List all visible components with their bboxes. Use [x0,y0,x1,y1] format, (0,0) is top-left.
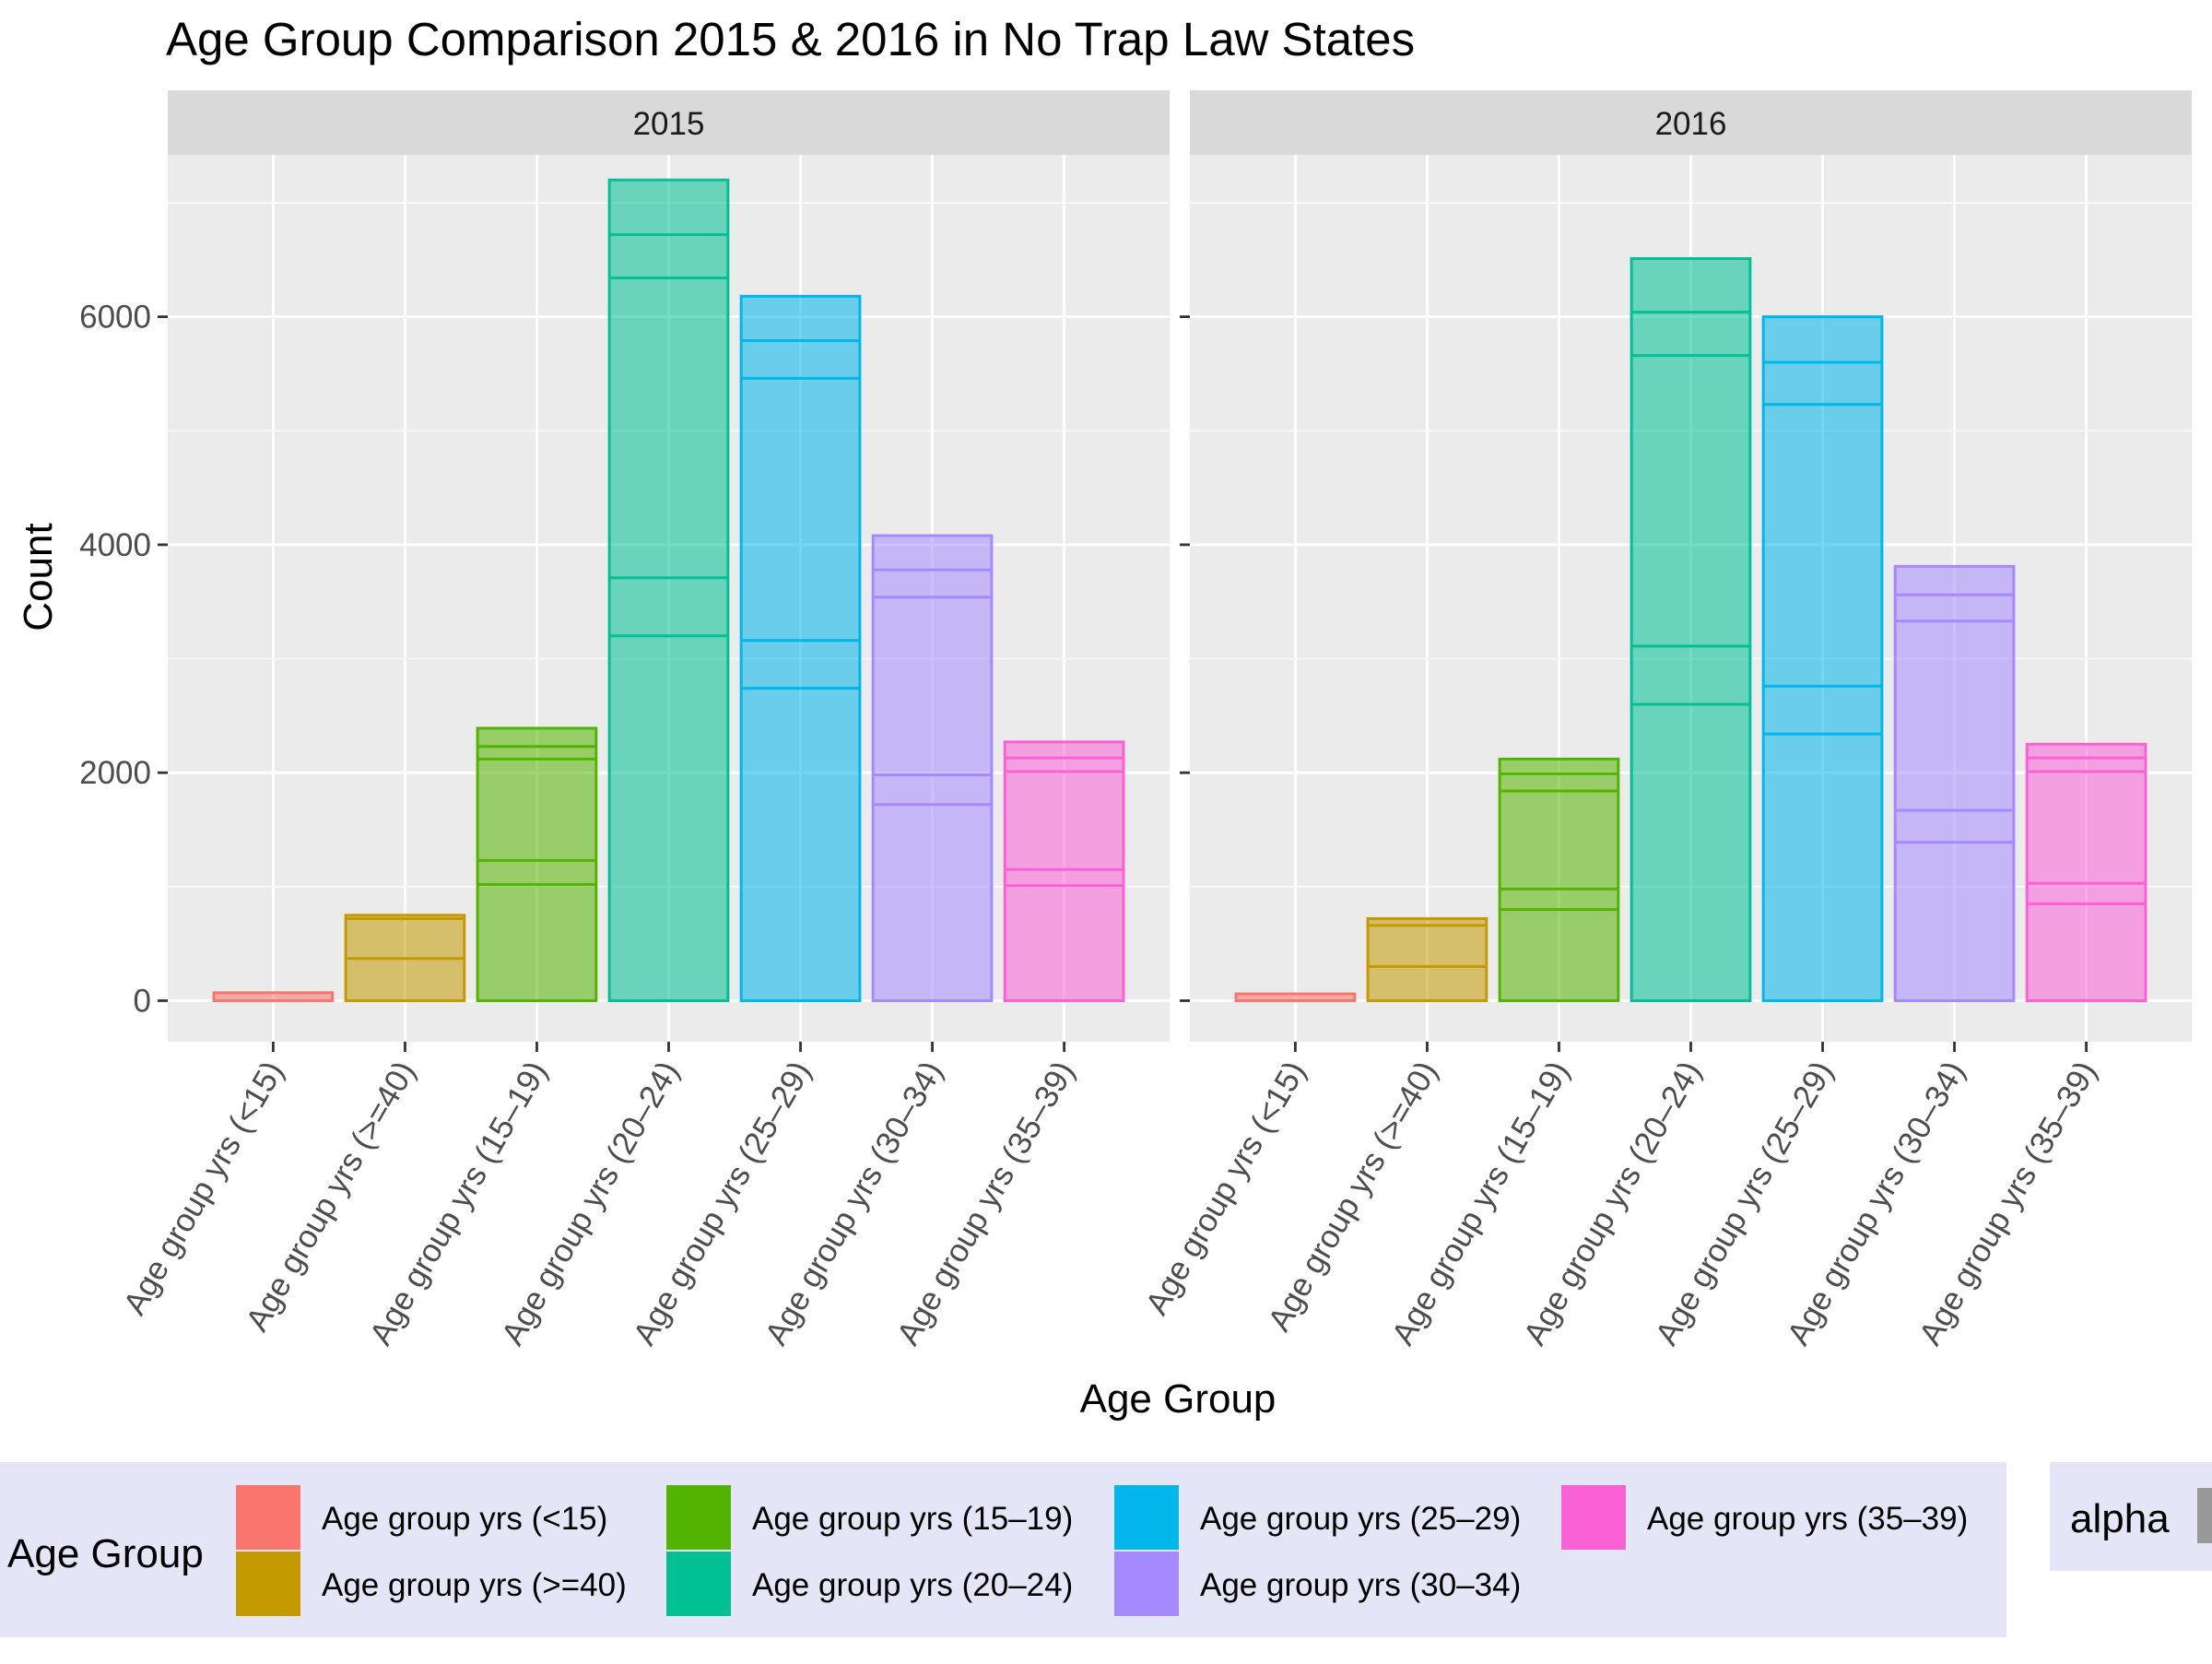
legend-key [666,1485,731,1550]
legend-key [666,1552,731,1616]
legend-key [1561,1485,1626,1550]
legend-title: Age Group [7,1531,204,1576]
legend-key [1114,1552,1179,1616]
bar-2016-0 [1234,992,1357,1002]
legend-key [236,1485,300,1550]
y-tick-label: 4000 [79,527,151,563]
y-axis-title: Count [16,523,61,631]
bar-2016-5 [1893,564,2016,1002]
y-tick-label: 2000 [79,755,151,791]
legend-label: Age group yrs (15–19) [752,1501,1073,1537]
legend-label: Age group yrs (30–34) [1200,1567,1521,1603]
bar-2015-6 [1003,740,1125,1002]
bar-2015-0 [212,991,335,1002]
legend-item-0: Age group yrs (<15) [236,1485,607,1550]
legend-label: Age group yrs (20–24) [752,1567,1073,1603]
bar-2016-4 [1761,315,1884,1002]
legend-item-3: Age group yrs (20–24) [666,1552,1073,1616]
y-tick-label: 0 [134,983,151,1019]
x-axis-title: Age Group [1080,1376,1277,1422]
facet-strip [1190,90,2192,155]
bar-2016-2 [1498,757,1620,1002]
bar-2015-4 [739,294,862,1002]
bar-2015-5 [871,534,994,1002]
alpha-legend-key [2197,1488,2212,1543]
legend-item-2: Age group yrs (15–19) [666,1485,1073,1550]
legend-item-1: Age group yrs (>=40) [236,1552,627,1616]
alpha-legend-title: alpha [2070,1496,2170,1541]
legend-item-6: Age group yrs (35–39) [1561,1485,1968,1550]
legend-label: Age group yrs (25–29) [1200,1501,1521,1537]
bar-2015-2 [476,726,598,1002]
legend: Age Group alpha Age group yrs (<15) Age g… [0,1462,2212,1637]
facet-strip-label: 2016 [1655,106,1727,142]
facet-strip-label: 2015 [633,106,705,142]
bar-2016-3 [1630,257,1752,1002]
bar-2015-3 [607,178,730,1002]
legend-item-4: Age group yrs (25–29) [1114,1485,1521,1550]
y-tick-label: 6000 [79,300,151,336]
chart-title: Age Group Comparison 2015 & 2016 in No T… [166,13,1415,65]
alpha-legend-background [2050,1462,2212,1571]
legend-key [1114,1485,1179,1550]
facet-strip [168,90,1170,155]
bar-2016-1 [1366,916,1488,1002]
bar-2016-6 [2025,742,2147,1002]
legend-key [236,1552,300,1616]
legend-label: Age group yrs (>=40) [322,1567,627,1603]
legend-item-5: Age group yrs (30–34) [1114,1552,1521,1616]
legend-background [0,1462,2006,1637]
legend-label: Age group yrs (<15) [322,1501,607,1537]
legend-label: Age group yrs (35–39) [1647,1501,1968,1537]
